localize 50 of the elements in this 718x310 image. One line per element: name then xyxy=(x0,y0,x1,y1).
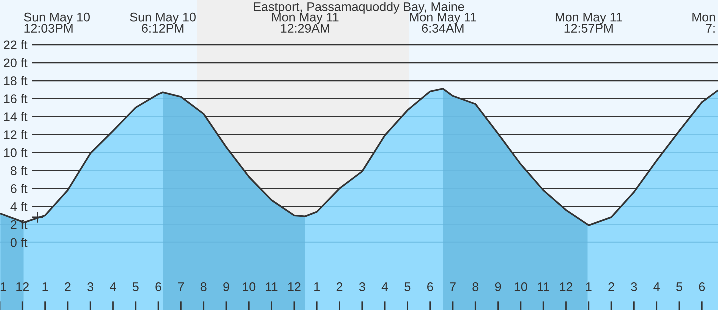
x-tick-label: 9 xyxy=(224,282,230,292)
y-tick-label: 14 ft xyxy=(4,112,28,122)
x-tick-label: 8 xyxy=(472,282,479,292)
y-tick-label: 18 ft xyxy=(4,76,28,86)
annotation: Mon May 11 12:29AM xyxy=(272,13,339,33)
x-tick-label: 11 xyxy=(538,282,550,292)
x-tick-label: 9 xyxy=(495,282,502,292)
annotation: Mon May 11 12:57PM xyxy=(556,13,622,33)
y-tick-label: 4 ft xyxy=(10,202,28,212)
x-tick-label: 3 xyxy=(88,282,94,292)
annotation: Mon May 11 6:34AM xyxy=(410,13,477,33)
x-tick-label: 4 xyxy=(382,282,388,292)
y-tick-label: 0 ft xyxy=(10,238,28,248)
x-tick-label: 2 xyxy=(65,282,71,292)
y-tick-label: 8 ft xyxy=(10,166,28,176)
x-tick-label: 4 xyxy=(654,282,660,292)
x-tick-label: 6 xyxy=(156,282,162,292)
x-tick-label: 12 xyxy=(560,282,573,292)
x-tick-label: 10 xyxy=(243,282,256,292)
x-tick-label: 5 xyxy=(404,282,411,292)
x-tick-label: 6 xyxy=(428,282,434,292)
x-tick-label: 12 xyxy=(16,282,29,292)
x-tick-label: 1 xyxy=(0,282,6,292)
x-tick-label: 11 xyxy=(266,282,278,292)
annotation: Sun May 10 12:03PM xyxy=(24,12,90,33)
y-tick-label: 22 ft xyxy=(4,40,28,50)
x-tick-label: 2 xyxy=(608,282,614,292)
x-tick-label: 7 xyxy=(450,282,456,292)
x-tick-label: 3 xyxy=(631,282,638,292)
y-tick-label: 16 ft xyxy=(4,94,28,104)
x-tick-label: 3 xyxy=(359,282,366,292)
annotation: Sun May 10 6:12PM xyxy=(130,12,196,33)
x-tick-label: 8 xyxy=(200,282,207,292)
x-tick-label: 7 xyxy=(178,282,184,292)
x-tick-label: 1 xyxy=(586,282,592,292)
x-tick-label: 1 xyxy=(314,282,320,292)
y-tick-label: 12 ft xyxy=(4,130,28,140)
x-tick-label: 10 xyxy=(514,282,528,292)
x-tick-label: 1 xyxy=(42,282,48,292)
chart-title: Eastport, Passamaquoddy Bay, Maine xyxy=(254,2,464,14)
x-tick-label: 5 xyxy=(132,282,139,292)
x-tick-label: 4 xyxy=(110,282,116,292)
annotation: Mon 7: xyxy=(692,13,716,33)
x-tick-label: 5 xyxy=(676,282,682,292)
y-tick-label: 20 ft xyxy=(4,58,28,68)
y-tick-label: 6 ft xyxy=(11,184,28,194)
x-tick-label: 6 xyxy=(699,282,706,292)
y-tick-label: 10 ft xyxy=(4,148,28,158)
x-tick-label: 2 xyxy=(336,282,343,292)
x-tick-label: 12 xyxy=(288,282,301,292)
